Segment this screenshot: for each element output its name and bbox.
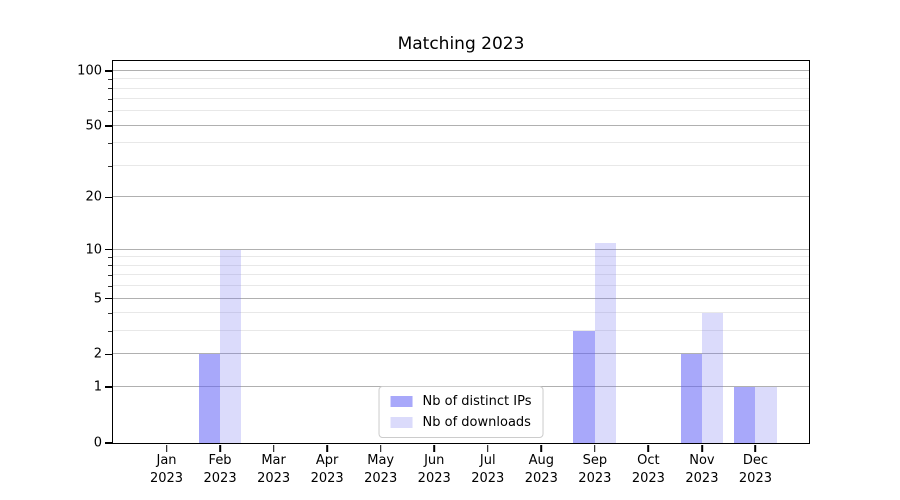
gridline-minor bbox=[113, 330, 809, 332]
y-tick-minor bbox=[107, 312, 112, 314]
bar-distinct-ips-dec bbox=[734, 387, 756, 443]
y-tick-minor bbox=[107, 265, 112, 267]
y-tick-major bbox=[104, 196, 112, 199]
gridline-major bbox=[113, 353, 809, 355]
y-tick-minor bbox=[107, 88, 112, 90]
y-tick-label: 0 bbox=[93, 435, 102, 451]
x-tick-label: Jul 2023 bbox=[471, 453, 505, 486]
legend-label-distinct-ips: Nb of distinct IPs bbox=[422, 394, 532, 409]
y-tick-minor bbox=[107, 78, 112, 80]
y-tick-major bbox=[104, 297, 112, 300]
y-tick-minor bbox=[107, 330, 112, 332]
x-tick-label: Dec 2023 bbox=[738, 453, 772, 486]
y-tick-minor bbox=[107, 98, 112, 100]
gridline-major bbox=[113, 196, 809, 198]
y-tick-major bbox=[104, 125, 112, 127]
x-tick-label: Mar 2023 bbox=[257, 453, 291, 486]
y-tick-label: 1 bbox=[93, 379, 102, 395]
gridline-minor bbox=[113, 87, 809, 89]
bar-distinct-ips-sep bbox=[573, 331, 595, 443]
legend-swatch-downloads bbox=[390, 417, 413, 428]
gridline-minor bbox=[113, 312, 809, 314]
x-tick-label: Jun 2023 bbox=[417, 453, 451, 486]
x-tick bbox=[486, 444, 489, 452]
gridline-major bbox=[113, 297, 809, 299]
gridline-major bbox=[113, 69, 809, 71]
x-tick bbox=[647, 444, 650, 452]
x-tick bbox=[594, 444, 596, 452]
y-tick-major bbox=[104, 353, 112, 356]
x-tick-label: Oct 2023 bbox=[631, 453, 665, 486]
x-tick bbox=[433, 444, 436, 452]
x-tick bbox=[219, 444, 221, 452]
chart-title: Matching 2023 bbox=[397, 34, 525, 54]
gridline-minor bbox=[113, 110, 809, 112]
bar-downloads-feb bbox=[220, 249, 242, 443]
x-tick-label: Apr 2023 bbox=[310, 453, 344, 486]
y-tick-minor bbox=[107, 274, 112, 276]
x-tick-label: May 2023 bbox=[364, 453, 398, 486]
legend-item-distinct-ips: Nb of distinct IPs bbox=[390, 394, 532, 409]
x-tick-label: Sep 2023 bbox=[578, 453, 612, 486]
bar-downloads-nov bbox=[701, 313, 724, 443]
y-tick-label: 50 bbox=[85, 118, 102, 134]
x-tick bbox=[701, 444, 703, 452]
y-tick-label: 10 bbox=[85, 242, 102, 258]
x-tick bbox=[165, 444, 168, 452]
x-tick-label: Aug 2023 bbox=[524, 453, 558, 486]
gridline-minor bbox=[113, 165, 809, 167]
gridline-minor bbox=[113, 142, 809, 144]
legend-item-downloads: Nb of downloads bbox=[390, 415, 532, 430]
x-tick-label: Feb 2023 bbox=[203, 453, 237, 486]
y-tick-minor bbox=[107, 142, 112, 144]
y-tick-minor bbox=[107, 110, 112, 112]
plot-area: Nb of distinct IPs Nb of downloads 0 1 2 5 1… bbox=[77, 60, 810, 486]
y-tick-label: 100 bbox=[77, 63, 102, 79]
bar-distinct-ips-feb bbox=[198, 354, 221, 443]
y-tick-minor bbox=[107, 256, 112, 258]
gridline-minor bbox=[113, 274, 809, 276]
y-tick-label: 20 bbox=[85, 189, 102, 205]
legend-label-downloads: Nb of downloads bbox=[422, 415, 531, 430]
y-tick-minor bbox=[107, 285, 112, 287]
bar-downloads-dec bbox=[755, 387, 777, 443]
legend-swatch-distinct-ips bbox=[390, 396, 413, 407]
x-tick bbox=[326, 444, 328, 452]
gridline-major bbox=[113, 124, 809, 126]
bar-distinct-ips-nov bbox=[680, 354, 702, 443]
x-tick-label: Jan 2023 bbox=[149, 453, 184, 486]
y-tick-major bbox=[104, 69, 112, 72]
y-tick-label: 2 bbox=[93, 346, 102, 362]
gridline-minor bbox=[113, 98, 809, 100]
x-tick bbox=[379, 444, 382, 452]
legend: Nb of distinct IPs Nb of downloads bbox=[378, 386, 544, 438]
y-tick-major bbox=[104, 386, 112, 388]
gridline-minor bbox=[113, 264, 809, 266]
x-tick bbox=[754, 444, 757, 452]
gridline-minor bbox=[113, 78, 809, 80]
x-tick bbox=[540, 444, 543, 452]
y-tick-minor bbox=[107, 165, 112, 167]
y-tick-major bbox=[104, 442, 112, 444]
gridline-minor bbox=[113, 285, 809, 287]
gridline-major bbox=[113, 248, 809, 250]
y-tick-label: 5 bbox=[93, 291, 102, 306]
bar-downloads-sep bbox=[594, 242, 617, 443]
gridline-minor bbox=[113, 256, 809, 258]
x-tick-label: Nov 2023 bbox=[685, 453, 719, 486]
y-tick-major bbox=[104, 248, 112, 251]
x-tick bbox=[272, 444, 275, 452]
